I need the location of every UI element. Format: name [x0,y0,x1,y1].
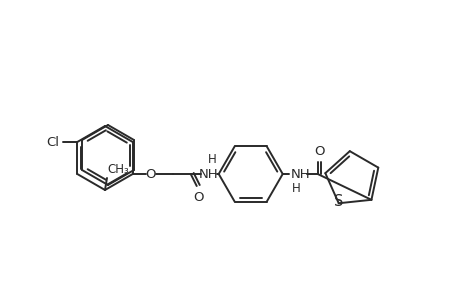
Text: NH: NH [290,167,310,181]
Text: O: O [145,167,156,181]
Text: H: H [292,182,301,195]
Text: O: O [193,191,203,204]
Text: NH: NH [198,167,218,181]
Text: H: H [208,153,217,166]
Text: CH₃: CH₃ [107,163,129,176]
Text: S: S [333,194,343,209]
Text: O: O [314,145,324,158]
Text: Cl: Cl [46,136,59,148]
